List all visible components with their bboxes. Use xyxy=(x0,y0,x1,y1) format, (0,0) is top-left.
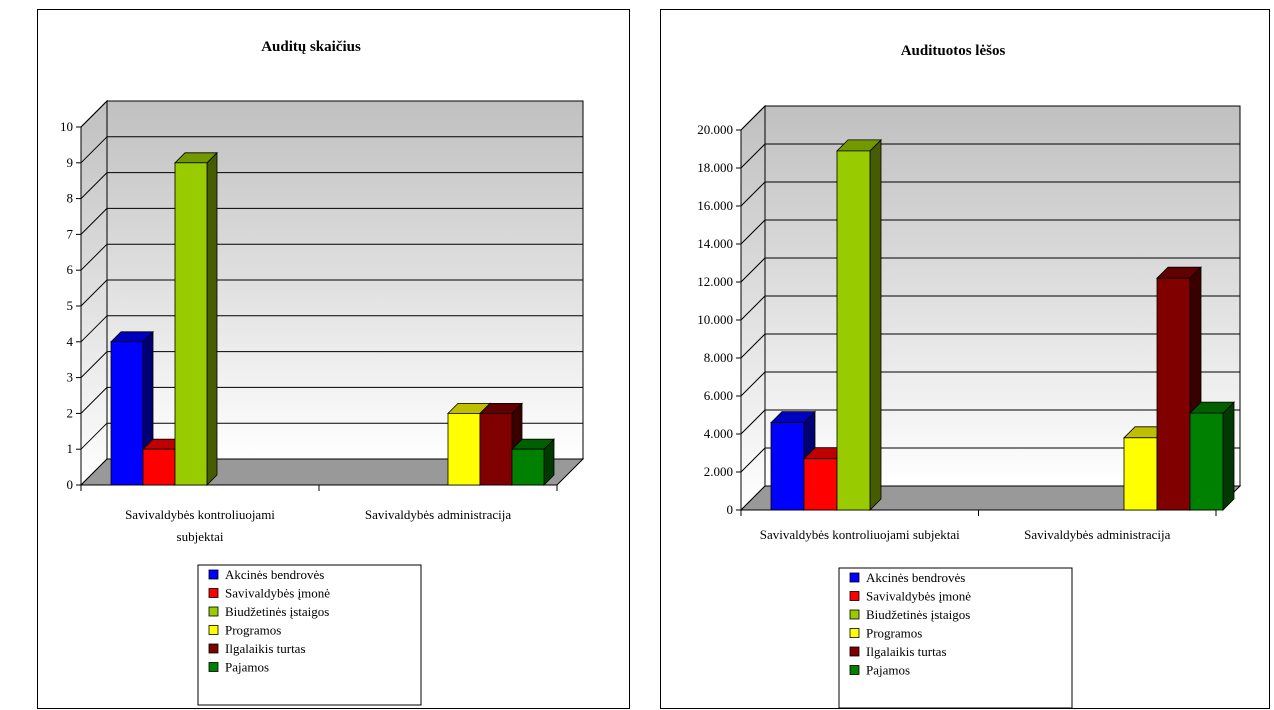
bar-front xyxy=(770,422,805,511)
gridline-side xyxy=(740,447,766,473)
y-tick-label: 0 xyxy=(67,477,74,492)
audited-funds-chart: Audituotos lėšos 0 2.000 4.000 6.000 8.000 10.… xyxy=(697,43,1242,709)
gridline-side xyxy=(740,105,766,131)
gridline-side xyxy=(740,181,766,207)
category-label: Savivaldybės administracija xyxy=(365,507,511,522)
gridline-side xyxy=(80,387,108,414)
legend-swatch xyxy=(208,643,219,654)
bar-front xyxy=(1156,277,1191,511)
bar-front xyxy=(110,341,144,486)
y-tick-label: 6.000 xyxy=(704,388,733,403)
gridline-side xyxy=(740,371,766,397)
y-tick-label: 8 xyxy=(67,191,74,206)
bar-front xyxy=(511,448,545,486)
bar-front xyxy=(174,162,208,486)
y-tick-label: 10.000 xyxy=(697,312,733,327)
gridline-side xyxy=(80,172,108,199)
y-tick-label: 4 xyxy=(67,334,74,349)
gridline-side xyxy=(740,257,766,283)
legend-label: Ilgalaikis turtas xyxy=(866,644,947,659)
legend-label: Ilgalaikis turtas xyxy=(225,641,306,656)
y-tick-label: 8.000 xyxy=(704,350,733,365)
y-tick-label: 18.000 xyxy=(697,160,733,175)
y-tick-label: 9 xyxy=(67,155,74,170)
legend-swatch xyxy=(849,609,860,620)
legend-label: Savivaldybės įmonė xyxy=(225,586,330,601)
audit-count-chart: Auditų skaičius 0 1 2 3 4 5 6 7 8 9 10 Savivaldybės … xyxy=(60,39,585,706)
bar-front xyxy=(479,412,513,486)
gridline-side xyxy=(740,409,766,435)
legend-swatch xyxy=(849,628,860,638)
y-tick-label: 5 xyxy=(67,298,74,313)
legend-label: Biudžetinės įstaigos xyxy=(866,607,970,622)
bar-biudžetinės-įstaigos xyxy=(836,138,882,511)
legend-swatch xyxy=(849,646,860,657)
legend-label: Akcinės bendrovės xyxy=(866,570,965,585)
legend-swatch xyxy=(849,591,860,601)
legend-swatch xyxy=(208,588,219,598)
gridline-side xyxy=(80,136,108,164)
legend-label: Akcinės bendrovės xyxy=(225,567,324,582)
bar-side xyxy=(206,151,218,486)
y-tick-label: 7 xyxy=(67,226,74,241)
gridline-side xyxy=(80,243,108,271)
chart-title: Audituotos lėšos xyxy=(901,43,1006,59)
bar-front xyxy=(447,412,481,486)
bar-front xyxy=(1123,437,1158,511)
y-tick-label: 0 xyxy=(727,502,734,517)
gridline-side xyxy=(80,422,108,450)
bar-front xyxy=(142,448,176,486)
chart-panel-audited-funds: Audituotos lėšos 0 2.000 4.000 6.000 8.000 10.… xyxy=(660,9,1270,709)
bar-side xyxy=(1222,401,1235,511)
bar-side xyxy=(869,138,882,511)
legend-label: Programos xyxy=(225,623,281,638)
bar-front xyxy=(1189,412,1224,511)
gridline-side xyxy=(740,295,766,321)
category-label: Savivaldybės kontroliuojami xyxy=(125,507,275,522)
legend-label: Pajamos xyxy=(225,660,269,675)
gridline-side xyxy=(80,351,108,378)
y-tick-label: 4.000 xyxy=(704,426,733,441)
legend-swatch xyxy=(208,662,219,672)
gridline-side xyxy=(740,333,766,359)
bar-pajamos xyxy=(1189,401,1235,511)
category-label: Savivaldybės administracija xyxy=(1024,527,1170,542)
gridline-side xyxy=(740,219,766,245)
y-tick-label: 3 xyxy=(67,370,74,385)
chart-panel-audit-count: Auditų skaičius 0 1 2 3 4 5 6 7 8 9 10 Savivaldybės … xyxy=(37,9,630,709)
gridline-side xyxy=(80,279,108,307)
legend-label: Programos xyxy=(866,626,922,641)
y-tick-label: 2.000 xyxy=(704,464,733,479)
bar-front xyxy=(803,458,838,511)
legend-swatch xyxy=(208,606,219,617)
bar-pajamos xyxy=(511,438,555,486)
y-tick-label: 16.000 xyxy=(697,198,733,213)
y-tick-label: 12.000 xyxy=(697,274,733,289)
legend-swatch xyxy=(208,569,219,580)
y-tick-label: 14.000 xyxy=(697,236,733,251)
legend-box xyxy=(197,564,422,706)
y-tick-label: 2 xyxy=(67,405,74,420)
legend-label: Pajamos xyxy=(866,663,910,678)
legend-label: Biudžetinės įstaigos xyxy=(225,604,329,619)
category-label: Savivaldybės kontroliuojami subjektai xyxy=(760,527,960,542)
bar-biudžetinės-įstaigos xyxy=(174,151,218,486)
y-tick-label: 20.000 xyxy=(697,122,733,137)
legend-swatch xyxy=(849,572,860,583)
y-tick-label: 6 xyxy=(67,262,74,277)
legend-box xyxy=(838,567,1073,709)
legend-label: Savivaldybės įmonė xyxy=(866,589,971,604)
gridline-side xyxy=(80,100,108,128)
chart-title: Auditų skaičius xyxy=(261,39,361,55)
gridline-side xyxy=(740,143,766,169)
legend-swatch xyxy=(849,665,860,675)
bar-front xyxy=(836,150,871,511)
gridline-side xyxy=(80,208,108,235)
category-label: subjektai xyxy=(177,529,224,544)
y-tick-label: 1 xyxy=(67,441,74,456)
legend-swatch xyxy=(208,625,219,635)
y-tick-label: 10 xyxy=(60,119,73,134)
gridline-side xyxy=(80,315,108,343)
